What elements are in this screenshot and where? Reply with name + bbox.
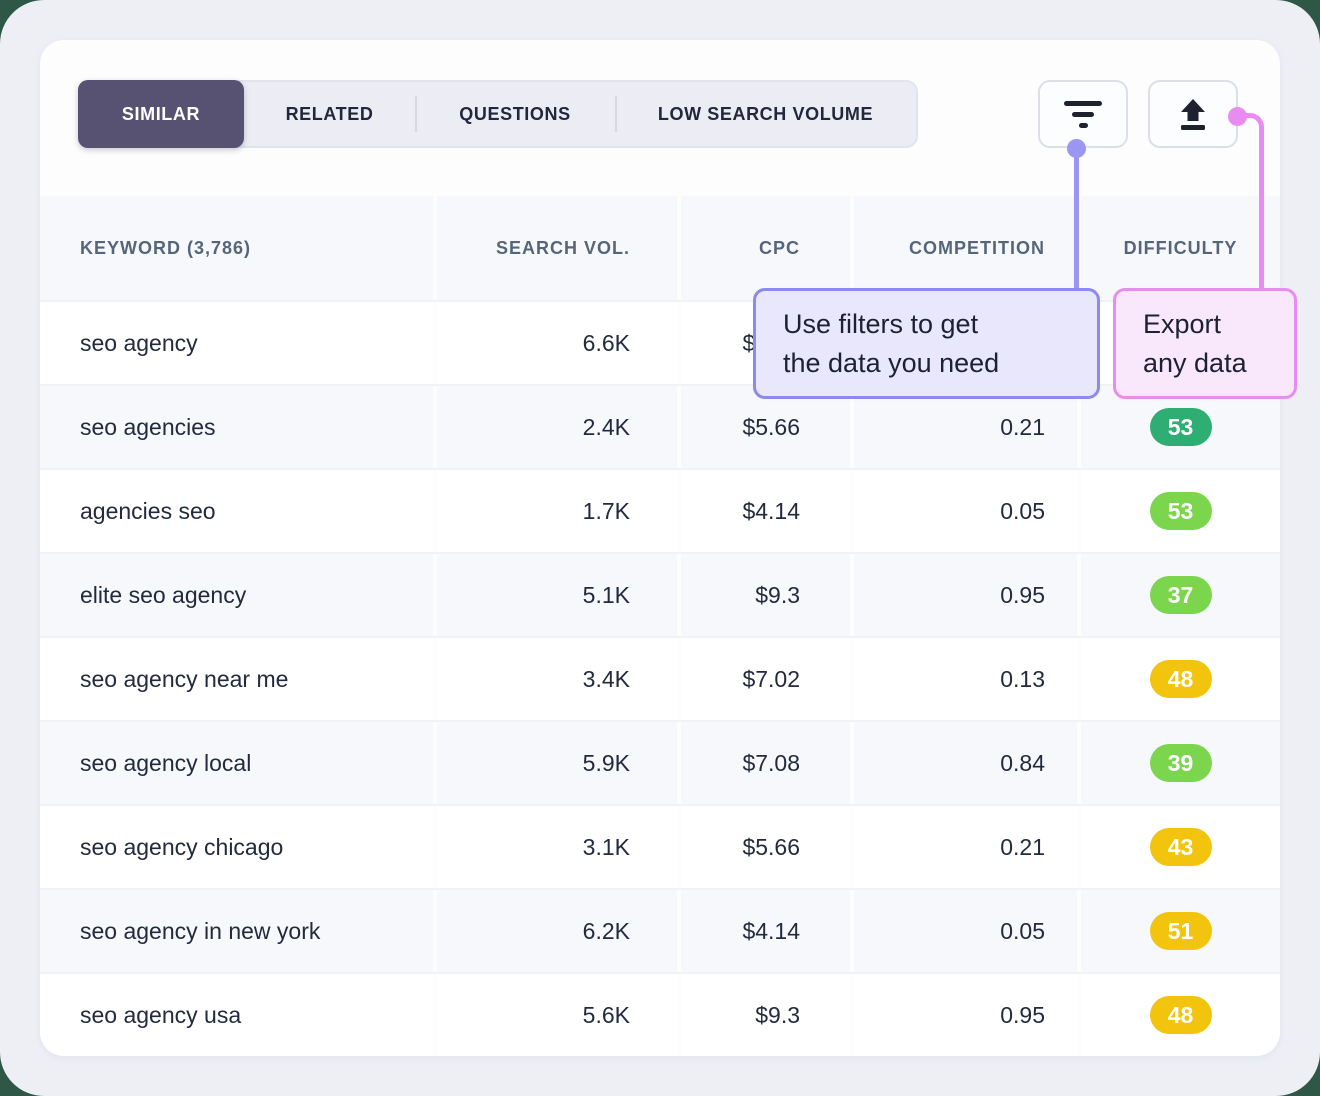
tab-divider (415, 96, 417, 132)
table-row[interactable]: seo agency near me 3.4K $7.02 0.13 48 (40, 636, 1280, 720)
search-volume-cell: 5.9K (433, 722, 677, 804)
tab-low-search-volume[interactable]: LOW SEARCH VOLUME (615, 82, 916, 146)
competition-cell: 0.05 (850, 890, 1077, 972)
export-tooltip-connector-line (1237, 113, 1264, 290)
competition-cell: 0.21 (850, 806, 1077, 888)
difficulty-badge: 43 (1149, 828, 1212, 866)
difficulty-cell: 43 (1077, 806, 1280, 888)
filter-tooltip-connector-line (1074, 148, 1079, 290)
filter-tooltip-connector-dot (1067, 139, 1086, 158)
keyword-cell[interactable]: seo agency usa (80, 1001, 242, 1028)
competition-cell: 0.21 (850, 386, 1077, 468)
tab-divider (615, 96, 617, 132)
difficulty-cell: 37 (1077, 554, 1280, 636)
table-row[interactable]: agencies seo 1.7K $4.14 0.05 53 (40, 468, 1280, 552)
table-row[interactable]: elite seo agency 5.1K $9.3 0.95 37 (40, 552, 1280, 636)
export-tooltip-text-line1: Export (1143, 308, 1222, 339)
difficulty-badge: 48 (1149, 996, 1212, 1034)
keyword-cell[interactable]: seo agencies (80, 413, 216, 440)
column-header-competition[interactable]: COMPETITION (850, 196, 1077, 300)
difficulty-badge: 37 (1149, 576, 1212, 614)
search-volume-cell: 6.2K (433, 890, 677, 972)
keyword-cell[interactable]: seo agency near me (80, 665, 289, 692)
export-button[interactable] (1148, 80, 1238, 148)
filter-tooltip-text-line1: Use filters to get (783, 308, 979, 339)
difficulty-cell: 48 (1077, 638, 1280, 720)
search-volume-cell: 5.6K (433, 974, 677, 1056)
cpc-cell: $9.3 (677, 974, 850, 1056)
cpc-cell: $4.14 (677, 470, 850, 552)
competition-cell: 0.13 (850, 638, 1077, 720)
tab-questions[interactable]: QUESTIONS (415, 82, 615, 146)
table-row[interactable]: seo agency chicago 3.1K $5.66 0.21 43 (40, 804, 1280, 888)
difficulty-badge: 53 (1149, 408, 1212, 446)
keyword-cell[interactable]: seo agency (80, 329, 198, 356)
filter-tooltip: Use filters to get the data you need (753, 288, 1100, 399)
cpc-cell: $7.08 (677, 722, 850, 804)
column-header-difficulty[interactable]: DIFFICULTY (1077, 196, 1280, 300)
search-volume-cell: 2.4K (433, 386, 677, 468)
tab-related[interactable]: RELATED (285, 103, 374, 124)
cpc-cell: $4.14 (677, 890, 850, 972)
cpc-cell: $5.66 (677, 806, 850, 888)
table-row[interactable]: seo agency local 5.9K $7.08 0.84 39 (40, 720, 1280, 804)
difficulty-cell: 53 (1077, 470, 1280, 552)
export-tooltip-connector-dot (1228, 107, 1247, 126)
export-tooltip-text-line2: any data (1143, 347, 1247, 378)
table-row[interactable]: seo agency in new york 6.2K $4.14 0.05 51 (40, 888, 1280, 972)
filter-button[interactable] (1038, 80, 1128, 148)
table-header-row: KEYWORD (3,786) SEARCH VOL. CPC COMPETIT… (40, 196, 1280, 300)
table-row[interactable]: seo agency usa 5.6K $9.3 0.95 48 (40, 972, 1280, 1056)
keyword-cell[interactable]: seo agency local (80, 749, 252, 776)
keyword-cell[interactable]: seo agency in new york (80, 917, 321, 944)
difficulty-cell: 51 (1077, 890, 1280, 972)
search-volume-cell: 3.1K (433, 806, 677, 888)
upload-arrow-icon (1181, 99, 1205, 130)
column-header-search-vol[interactable]: SEARCH VOL. (433, 196, 677, 300)
column-header-cpc[interactable]: CPC (677, 196, 850, 300)
search-volume-cell: 1.7K (433, 470, 677, 552)
filter-lines-icon (1064, 100, 1102, 128)
cpc-cell: $5.66 (677, 386, 850, 468)
search-volume-cell: 6.6K (433, 302, 677, 384)
search-volume-cell: 5.1K (433, 554, 677, 636)
export-tooltip: Export any data (1113, 288, 1297, 399)
keyword-research-card: SIMILAR RELATED QUESTIONS LOW SEARCH VOLUME… (40, 40, 1280, 1056)
cpc-cell: $9.3 (677, 554, 850, 636)
filter-tooltip-text-line2: the data you need (783, 347, 1000, 378)
competition-cell: 0.95 (850, 974, 1077, 1056)
competition-cell: 0.05 (850, 470, 1077, 552)
tab-similar[interactable]: SIMILAR (78, 80, 244, 148)
difficulty-cell: 53 (1077, 386, 1280, 468)
tab-bar: SIMILAR RELATED QUESTIONS LOW SEARCH VOLUME (78, 80, 918, 148)
keywords-table: KEYWORD (3,786) SEARCH VOL. CPC COMPETIT… (40, 196, 1280, 1056)
competition-cell: 0.95 (850, 554, 1077, 636)
column-header-keyword[interactable]: KEYWORD (3,786) (80, 237, 252, 258)
search-volume-cell: 3.4K (433, 638, 677, 720)
difficulty-cell: 48 (1077, 974, 1280, 1056)
difficulty-badge: 53 (1149, 492, 1212, 530)
competition-cell: 0.84 (850, 722, 1077, 804)
difficulty-badge: 51 (1149, 912, 1212, 950)
cpc-cell: $7.02 (677, 638, 850, 720)
difficulty-badge: 39 (1149, 744, 1212, 782)
difficulty-cell: 39 (1077, 722, 1280, 804)
difficulty-badge: 48 (1149, 660, 1212, 698)
keyword-cell[interactable]: seo agency chicago (80, 833, 284, 860)
keyword-cell[interactable]: elite seo agency (80, 581, 247, 608)
keyword-cell[interactable]: agencies seo (80, 497, 216, 524)
